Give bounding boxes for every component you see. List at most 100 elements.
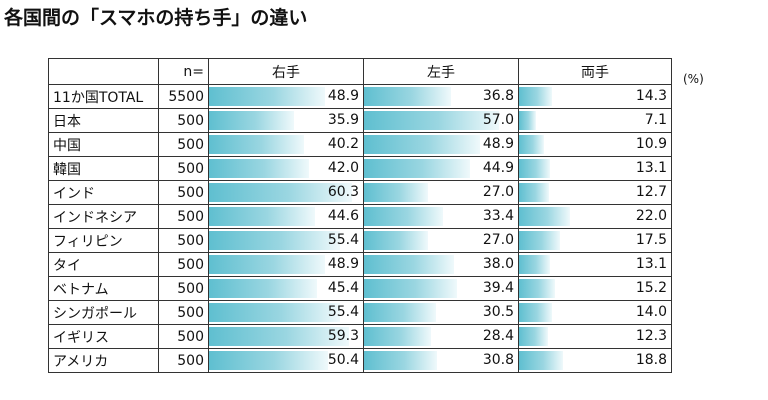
header-n: n= bbox=[158, 58, 209, 85]
unit-label: (%) bbox=[683, 72, 704, 86]
bar-right-hand bbox=[209, 351, 329, 370]
table-row: タイ 500 48.9 38.0 13.1 bbox=[48, 252, 672, 277]
value-label: 7.1 bbox=[644, 112, 667, 128]
cell-right-hand: 59.3 bbox=[208, 324, 364, 349]
cell-both-hands: 7.1 bbox=[518, 108, 672, 133]
row-label: タイ bbox=[48, 252, 159, 277]
bar-both-hands bbox=[519, 207, 571, 226]
cell-both-hands: 13.1 bbox=[518, 156, 672, 181]
bar-right-hand bbox=[209, 231, 341, 250]
bar-both-hands bbox=[519, 183, 549, 202]
bar-right-hand bbox=[209, 279, 317, 298]
sample-size: 500 bbox=[158, 252, 209, 277]
bar-both-hands bbox=[519, 231, 560, 250]
value-label: 12.7 bbox=[635, 184, 667, 200]
bar-left-hand bbox=[364, 231, 428, 250]
bar-both-hands bbox=[519, 351, 563, 370]
bar-right-hand bbox=[209, 327, 350, 346]
bar-right-hand bbox=[209, 159, 309, 178]
cell-both-hands: 15.2 bbox=[518, 276, 672, 301]
cell-both-hands: 18.8 bbox=[518, 348, 672, 373]
bar-both-hands bbox=[519, 87, 553, 106]
value-label: 27.0 bbox=[482, 232, 514, 248]
cell-right-hand: 45.4 bbox=[208, 276, 364, 301]
sample-size: 500 bbox=[158, 132, 209, 157]
value-label: 48.9 bbox=[327, 256, 359, 272]
value-label: 14.3 bbox=[635, 88, 667, 104]
value-label: 18.8 bbox=[635, 352, 667, 368]
cell-right-hand: 48.9 bbox=[208, 252, 364, 277]
row-label: インドネシア bbox=[48, 204, 159, 229]
cell-left-hand: 39.4 bbox=[363, 276, 519, 301]
table-row: インドネシア 500 44.6 33.4 22.0 bbox=[48, 204, 672, 229]
value-label: 28.4 bbox=[482, 328, 514, 344]
value-label: 39.4 bbox=[482, 280, 514, 296]
value-label: 40.2 bbox=[327, 136, 359, 152]
row-label: ベトナム bbox=[48, 276, 159, 301]
value-label: 30.8 bbox=[482, 352, 514, 368]
row-label: 中国 bbox=[48, 132, 159, 157]
cell-both-hands: 12.7 bbox=[518, 180, 672, 205]
value-label: 13.1 bbox=[635, 160, 667, 176]
cell-right-hand: 40.2 bbox=[208, 132, 364, 157]
cell-left-hand: 28.4 bbox=[363, 324, 519, 349]
table-row: 中国 500 40.2 48.9 10.9 bbox=[48, 132, 672, 157]
cell-left-hand: 27.0 bbox=[363, 228, 519, 253]
sample-size: 500 bbox=[158, 108, 209, 133]
cell-left-hand: 44.9 bbox=[363, 156, 519, 181]
page-title: 各国間の「スマホの持ち手」の違い bbox=[4, 7, 308, 29]
bar-both-hands bbox=[519, 111, 536, 130]
cell-right-hand: 60.3 bbox=[208, 180, 364, 205]
bar-both-hands bbox=[519, 255, 550, 274]
cell-left-hand: 30.5 bbox=[363, 300, 519, 325]
header-right-hand: 右手 bbox=[208, 58, 364, 85]
header-left-hand: 左手 bbox=[363, 58, 519, 85]
row-label: アメリカ bbox=[48, 348, 159, 373]
row-label: 11か国TOTAL bbox=[48, 84, 159, 109]
bar-right-hand bbox=[209, 135, 305, 154]
value-label: 60.3 bbox=[327, 184, 359, 200]
cell-left-hand: 30.8 bbox=[363, 348, 519, 373]
value-label: 45.4 bbox=[327, 280, 359, 296]
bar-left-hand bbox=[364, 303, 437, 322]
cell-both-hands: 14.3 bbox=[518, 84, 672, 109]
cell-left-hand: 33.4 bbox=[363, 204, 519, 229]
value-label: 14.0 bbox=[635, 304, 667, 320]
cell-right-hand: 55.4 bbox=[208, 300, 364, 325]
table-row: 日本 500 35.9 57.0 7.1 bbox=[48, 108, 672, 133]
table-row: 韓国 500 42.0 44.9 13.1 bbox=[48, 156, 672, 181]
bar-right-hand bbox=[209, 303, 341, 322]
row-label: イギリス bbox=[48, 324, 159, 349]
table-row: ベトナム 500 45.4 39.4 15.2 bbox=[48, 276, 672, 301]
bar-both-hands bbox=[519, 303, 552, 322]
table-row: フィリピン 500 55.4 27.0 17.5 bbox=[48, 228, 672, 253]
bar-right-hand bbox=[209, 87, 325, 106]
table-row: イギリス 500 59.3 28.4 12.3 bbox=[48, 324, 672, 349]
cell-left-hand: 36.8 bbox=[363, 84, 519, 109]
value-label: 48.9 bbox=[482, 136, 514, 152]
sample-size: 500 bbox=[158, 156, 209, 181]
bar-left-hand bbox=[364, 183, 428, 202]
sample-size: 500 bbox=[158, 276, 209, 301]
bar-both-hands bbox=[519, 135, 545, 154]
table-row: シンガポール 500 55.4 30.5 14.0 bbox=[48, 300, 672, 325]
value-label: 55.4 bbox=[327, 232, 359, 248]
value-label: 35.9 bbox=[327, 112, 359, 128]
bar-right-hand bbox=[209, 207, 315, 226]
table-row: 11か国TOTAL 5500 48.9 36.8 14.3 bbox=[48, 84, 672, 109]
cell-right-hand: 48.9 bbox=[208, 84, 364, 109]
cell-left-hand: 38.0 bbox=[363, 252, 519, 277]
header-row: n= 右手 左手 両手 bbox=[48, 58, 672, 85]
value-label: 42.0 bbox=[327, 160, 359, 176]
bar-left-hand bbox=[364, 327, 432, 346]
cell-right-hand: 44.6 bbox=[208, 204, 364, 229]
value-label: 10.9 bbox=[635, 136, 667, 152]
bar-left-hand bbox=[364, 135, 480, 154]
cell-both-hands: 17.5 bbox=[518, 228, 672, 253]
bar-right-hand bbox=[209, 255, 325, 274]
row-label: 韓国 bbox=[48, 156, 159, 181]
value-label: 44.6 bbox=[327, 208, 359, 224]
table-row: アメリカ 500 50.4 30.8 18.8 bbox=[48, 348, 672, 373]
sample-size: 500 bbox=[158, 300, 209, 325]
value-label: 15.2 bbox=[635, 280, 667, 296]
